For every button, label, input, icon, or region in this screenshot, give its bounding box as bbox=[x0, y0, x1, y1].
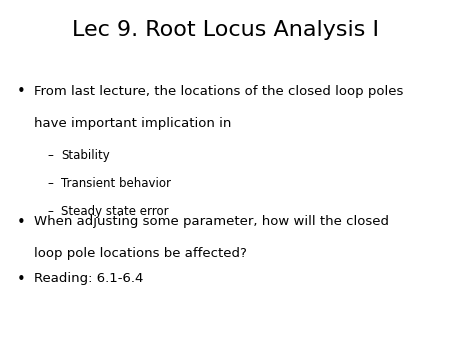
Text: From last lecture, the locations of the closed loop poles: From last lecture, the locations of the … bbox=[34, 84, 403, 97]
Text: •: • bbox=[17, 272, 26, 287]
Text: Stability: Stability bbox=[61, 149, 109, 162]
Text: –: – bbox=[47, 149, 53, 162]
Text: Reading: 6.1-6.4: Reading: 6.1-6.4 bbox=[34, 272, 143, 285]
Text: loop pole locations be affected?: loop pole locations be affected? bbox=[34, 247, 247, 260]
Text: –: – bbox=[47, 177, 53, 190]
Text: Steady state error: Steady state error bbox=[61, 205, 168, 218]
Text: •: • bbox=[17, 215, 26, 230]
Text: –: – bbox=[47, 205, 53, 218]
Text: •: • bbox=[17, 84, 26, 99]
Text: Transient behavior: Transient behavior bbox=[61, 177, 171, 190]
Text: Lec 9. Root Locus Analysis I: Lec 9. Root Locus Analysis I bbox=[72, 20, 378, 40]
Text: When adjusting some parameter, how will the closed: When adjusting some parameter, how will … bbox=[34, 215, 389, 227]
Text: have important implication in: have important implication in bbox=[34, 117, 231, 129]
